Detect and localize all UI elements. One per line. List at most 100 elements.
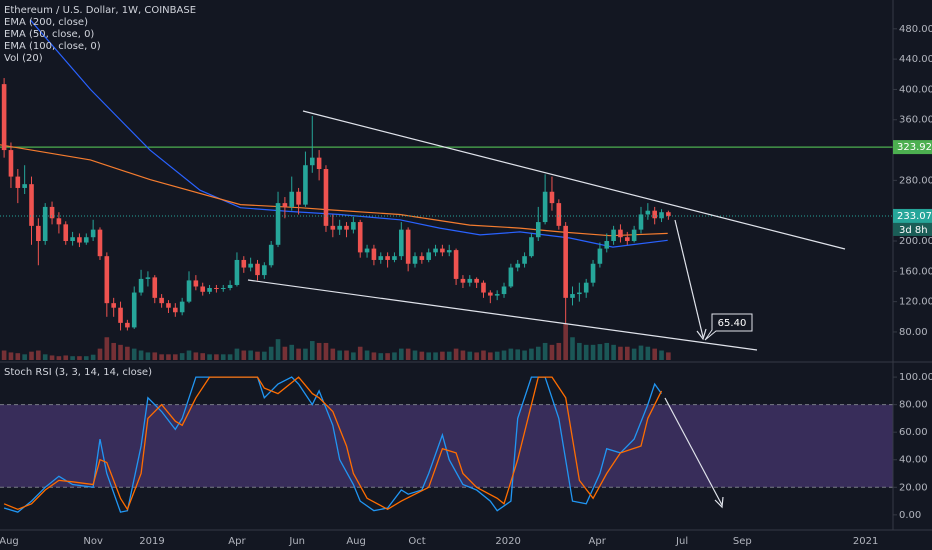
y-tick-label: 200.00 (899, 236, 932, 247)
volume-bar (323, 342, 329, 360)
candle-body (494, 294, 500, 296)
candle-body (268, 244, 274, 266)
volume-bar (173, 354, 178, 360)
volume-bar (631, 348, 637, 360)
trendline (247, 279, 758, 351)
volume-bar (412, 350, 418, 360)
volume-bar (453, 348, 459, 360)
axes: Aug Nov 2019 Apr Jun Aug Oct 2020 Apr Jul Sep 2021 4… (0, 24, 932, 547)
candle-body (624, 237, 630, 242)
volume-bar (597, 344, 603, 360)
volume-bar (289, 344, 295, 360)
candle-body (289, 191, 295, 207)
candle-body (631, 229, 637, 242)
candle-body (152, 277, 158, 298)
candle-body (467, 278, 473, 283)
x-tick-label: Apr (589, 536, 607, 547)
candle-body (186, 280, 192, 302)
volume-bar (357, 346, 363, 360)
volume-bar (556, 342, 562, 360)
x-tick-label: Nov (83, 536, 103, 547)
candle-body (125, 322, 130, 328)
candle-body (97, 229, 103, 257)
volume-bar (433, 352, 438, 360)
candle-body (296, 191, 301, 205)
candle-body (535, 222, 541, 238)
candle-body (323, 169, 329, 226)
candle-body (638, 214, 644, 230)
candle-body (70, 237, 75, 242)
candle-body (207, 288, 212, 292)
arrow (664, 397, 723, 506)
volume-bar (638, 345, 644, 360)
arrowhead (696, 328, 707, 341)
candle-body (248, 263, 253, 268)
candle-body (446, 250, 452, 253)
arrow (674, 219, 704, 338)
volume-bar (118, 344, 123, 360)
volume-bar (666, 352, 671, 360)
volume-bar (508, 348, 514, 360)
x-tick-label: Aug (346, 536, 366, 547)
volume-bar (351, 352, 356, 360)
volume-bar (15, 353, 21, 360)
y-tick-label: 60.00 (899, 427, 928, 438)
candle-body (29, 184, 34, 226)
candle-body (460, 278, 466, 283)
volume-bar (179, 353, 185, 360)
arrowhead (714, 496, 724, 509)
candle-body (262, 265, 267, 276)
candle-body (583, 282, 589, 293)
volume-bar (378, 353, 384, 360)
candle-body (337, 225, 342, 230)
candle-body (36, 225, 41, 242)
price-label: 323.92 (897, 142, 932, 153)
volume-bar (426, 352, 431, 360)
volume-bar (49, 355, 55, 360)
candle-body (440, 248, 445, 253)
volume-bar (22, 354, 27, 360)
volume-bar (385, 353, 390, 360)
volume-bar (611, 344, 616, 360)
candle-body (385, 256, 390, 260)
chart-title: Ethereum / U.S. Dollar, 1W, COINBASE (4, 5, 196, 16)
candle-body (83, 237, 89, 243)
ema-line (29, 19, 668, 248)
x-tick-label: 2021 (853, 536, 878, 547)
volume-bar (460, 350, 466, 360)
volume-bar (392, 352, 397, 360)
candle-body (563, 225, 568, 298)
candle-body (15, 176, 21, 188)
volume-bar (330, 348, 336, 360)
candle-body (570, 294, 575, 298)
candle-body (357, 222, 363, 253)
volume-bar (275, 339, 281, 360)
candle-body (282, 203, 288, 207)
volume-bar (645, 346, 651, 360)
candle-body (234, 259, 240, 285)
candle-body (214, 288, 219, 289)
volume-bar (186, 350, 192, 360)
stoch-line (3, 376, 663, 513)
candle-body (111, 303, 116, 308)
y-tick-label: 400.00 (899, 84, 932, 95)
candle-body (145, 277, 151, 279)
candle-body (22, 184, 27, 188)
volume-bar (364, 350, 370, 360)
candle-body (474, 278, 479, 283)
y-tick-label: 80.00 (899, 400, 928, 411)
x-tick-label: Apr (228, 536, 246, 547)
candle-body (227, 284, 233, 288)
volume-bar (166, 354, 171, 360)
candle-body (453, 250, 459, 279)
candle-body (618, 229, 623, 238)
volume-bar (652, 348, 657, 360)
volume-bar (405, 348, 411, 360)
y-tick-label: 480.00 (899, 24, 932, 35)
volume-bar (227, 354, 233, 360)
volume-bar (371, 352, 377, 360)
volume-bar (70, 356, 75, 360)
volume-bar (515, 349, 521, 360)
volume-bar (29, 351, 34, 360)
x-tick-label: 2020 (495, 536, 520, 547)
